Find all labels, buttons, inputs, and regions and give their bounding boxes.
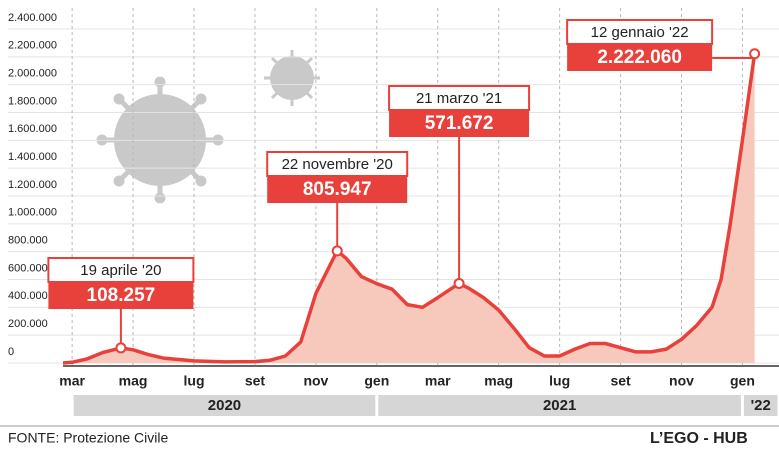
annotation-value: 805.947: [303, 179, 372, 200]
y-tick-label: 800.000: [8, 235, 48, 247]
x-tick-label: gen: [364, 373, 389, 389]
y-tick-label: 2.200.000: [8, 40, 57, 52]
y-tick-label: 1.000.000: [8, 207, 57, 219]
y-tick-label: 400.000: [8, 290, 48, 302]
annotation-marker: [750, 49, 759, 58]
x-tick-label: mag: [484, 373, 513, 389]
annotation-marker: [116, 343, 125, 352]
year-label: 2021: [543, 397, 576, 414]
annotation-marker: [455, 279, 464, 288]
y-tick-label: 0: [8, 346, 14, 358]
annotation-marker: [333, 246, 342, 255]
y-tick-label: 1.800.000: [8, 95, 57, 107]
annotation-value: 108.257: [87, 285, 156, 306]
y-tick-label: 200.000: [8, 318, 48, 330]
annotation-date: 19 aprile '20: [80, 262, 161, 279]
y-tick-label: 1.600.000: [8, 123, 57, 135]
x-tick-label: set: [610, 373, 631, 389]
x-tick-label: lug: [549, 373, 570, 389]
x-tick-label: mar: [59, 373, 85, 389]
annotation-date: 21 marzo '21: [416, 90, 502, 107]
y-tick-label: 2.400.000: [8, 12, 57, 24]
credit: L’EGO - HUB: [650, 430, 748, 447]
annotation-value: 2.222.060: [597, 47, 682, 68]
x-tick-label: mar: [425, 373, 451, 389]
y-tick-label: 600.000: [8, 262, 48, 274]
x-tick-label: gen: [730, 373, 755, 389]
y-tick-label: 1.400.000: [8, 151, 57, 163]
annotation-date: 12 gennaio '22: [591, 24, 689, 41]
annotation-date: 22 novembre '20: [282, 156, 393, 173]
annotation-value: 571.672: [425, 113, 494, 134]
x-tick-label: mag: [119, 373, 148, 389]
year-label: 2020: [208, 397, 241, 414]
y-tick-label: 2.000.000: [8, 68, 57, 80]
x-tick-label: nov: [669, 373, 694, 389]
y-tick-label: 1.200.000: [8, 179, 57, 191]
chart: FONTE: Protezione Civile L’EGO - HUB 0 20…: [0, 0, 779, 450]
annotation-leader: [712, 54, 755, 58]
year-label: '22: [751, 397, 771, 414]
x-tick-label: lug: [184, 373, 205, 389]
source: FONTE: Protezione Civile: [8, 430, 168, 446]
x-tick-label: set: [245, 373, 266, 389]
x-tick-label: nov: [303, 373, 328, 389]
